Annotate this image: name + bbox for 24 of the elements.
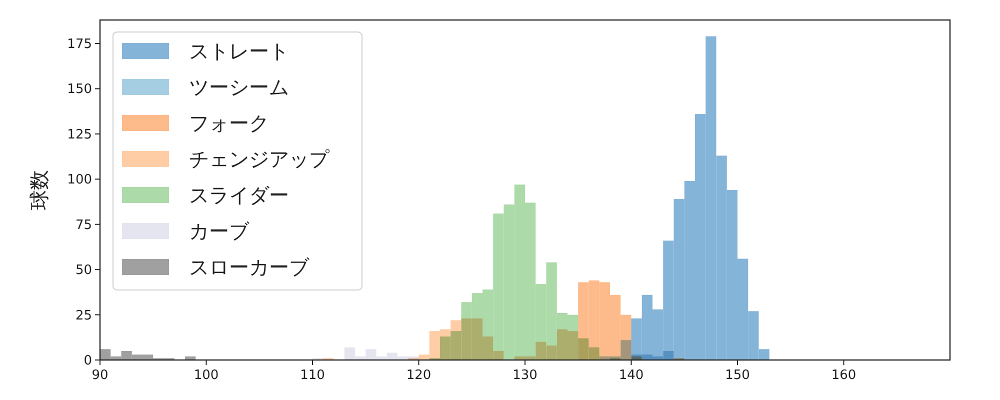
y-tick-label: 150 xyxy=(67,82,92,98)
x-tick-label: 120 xyxy=(406,368,432,383)
x-tick-label: 110 xyxy=(300,368,325,383)
x-tick-label: 160 xyxy=(831,368,856,383)
y-tick-label: 125 xyxy=(67,127,92,142)
y-axis-title: 球数 xyxy=(27,170,51,210)
legend-label: フォーク xyxy=(189,111,269,135)
legend-label: カーブ xyxy=(189,219,250,243)
x-tick-label: 150 xyxy=(725,368,750,383)
y-tick-label: 75 xyxy=(75,218,92,233)
legend-label: スライダー xyxy=(189,183,289,207)
x-tick-label: 100 xyxy=(194,368,219,383)
legend-label: ツーシーム xyxy=(189,75,289,99)
y-tick-label: 0 xyxy=(84,354,92,368)
legend-label: ストレート xyxy=(189,39,289,63)
y-tick-label: 50 xyxy=(75,263,92,278)
y-tick-label: 25 xyxy=(75,308,92,324)
x-tick-label: 130 xyxy=(512,368,538,383)
y-tick-label: 100 xyxy=(67,172,92,188)
legend-label: チェンジアップ xyxy=(189,147,330,171)
x-tick-label: 140 xyxy=(618,368,644,383)
y-tick-label: 175 xyxy=(67,37,92,52)
x-tick-label: 90 xyxy=(92,368,108,383)
legend-label: スローカーブ xyxy=(189,255,310,279)
